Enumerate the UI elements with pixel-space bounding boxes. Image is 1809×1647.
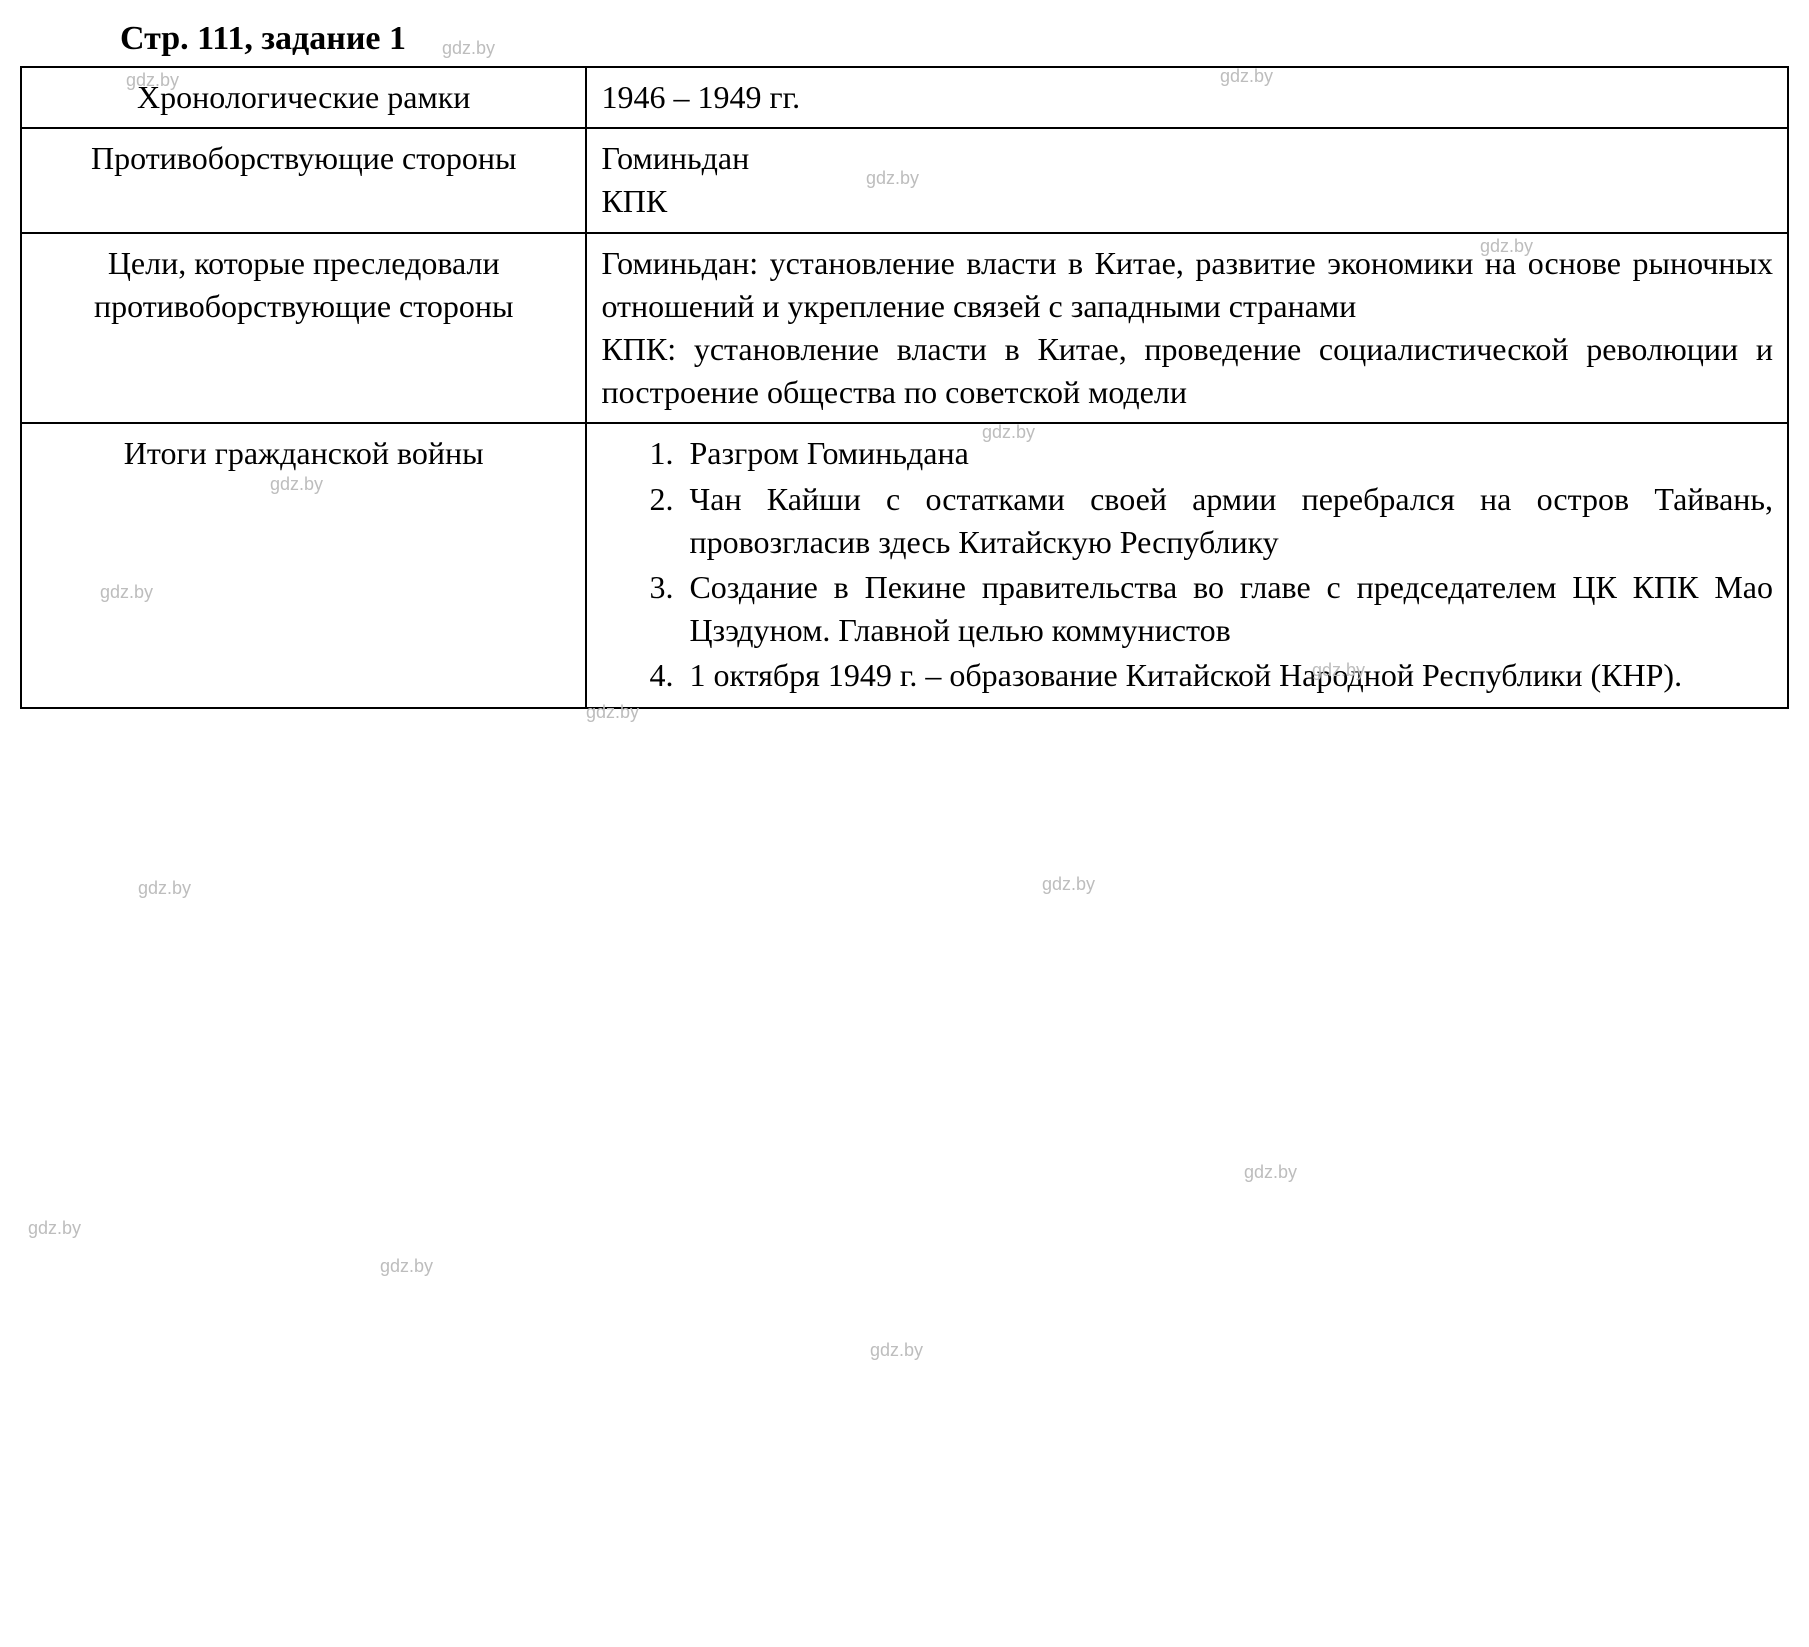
list-item: 1 октября 1949 г. – образование Китайско… <box>681 654 1773 697</box>
row-value: Гоминьдан: установление власти в Китае, … <box>586 233 1788 424</box>
list-item: Чан Кайши с остатками своей армии перебр… <box>681 478 1773 564</box>
value-line: Гоминьдан <box>601 137 1773 180</box>
row-value: Гоминьдан КПК <box>586 128 1788 232</box>
row-label: Итоги гражданской войны <box>21 423 586 708</box>
watermark: gdz.by <box>380 1256 433 1277</box>
row-label: Хронологические рамки <box>21 67 586 128</box>
table-row: Цели, которые преследовали противоборств… <box>21 233 1788 424</box>
table-row: Противоборствующие стороны Гоминьдан КПК <box>21 128 1788 232</box>
watermark: gdz.by <box>138 878 191 899</box>
row-label: Противоборствующие стороны <box>21 128 586 232</box>
list-item: Создание в Пекине правительства во главе… <box>681 566 1773 652</box>
list-item: Разгром Гоминьдана <box>681 432 1773 475</box>
table-row: Итоги гражданской войны Разгром Гоминьда… <box>21 423 1788 708</box>
watermark: gdz.by <box>1244 1162 1297 1183</box>
value-paragraph: КПК: установление власти в Китае, провед… <box>601 328 1773 414</box>
row-value: 1946 – 1949 гг. <box>586 67 1788 128</box>
page-title: Стр. 111, задание 1 <box>120 20 1789 58</box>
content-table: Хронологические рамки 1946 – 1949 гг. Пр… <box>20 66 1789 709</box>
watermark: gdz.by <box>1042 874 1095 895</box>
row-label: Цели, которые преследовали противоборств… <box>21 233 586 424</box>
watermark: gdz.by <box>28 1218 81 1239</box>
value-line: КПК <box>601 180 1773 223</box>
row-value: Разгром Гоминьдана Чан Кайши с остатками… <box>586 423 1788 708</box>
table-row: Хронологические рамки 1946 – 1949 гг. <box>21 67 1788 128</box>
watermark: gdz.by <box>870 1340 923 1361</box>
ordered-list: Разгром Гоминьдана Чан Кайши с остатками… <box>661 432 1773 697</box>
value-paragraph: Гоминьдан: установление власти в Китае, … <box>601 242 1773 328</box>
